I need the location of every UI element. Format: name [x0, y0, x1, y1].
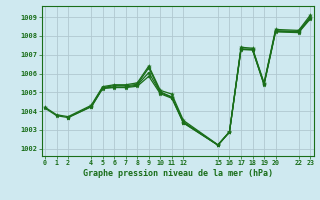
X-axis label: Graphe pression niveau de la mer (hPa): Graphe pression niveau de la mer (hPa)	[83, 169, 273, 178]
